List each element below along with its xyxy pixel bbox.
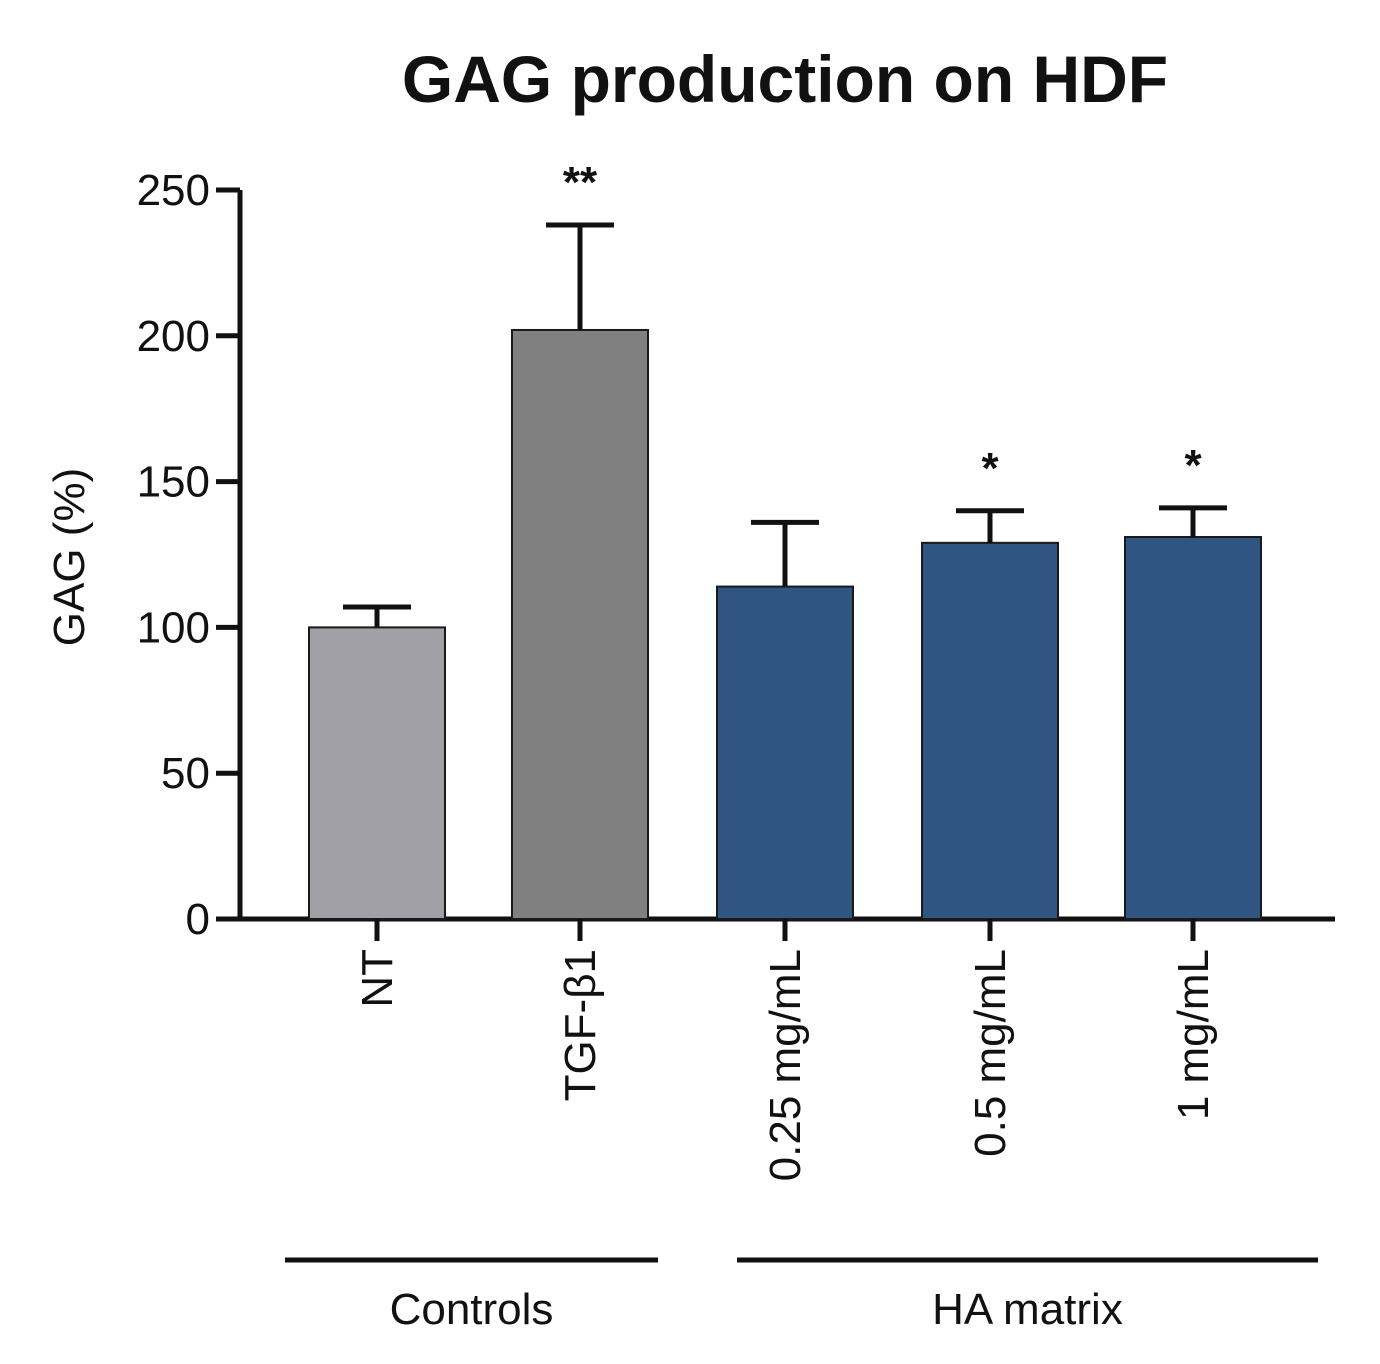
y-tick-label: 100 (137, 603, 210, 652)
x-tick-label: 0.25 mg/mL (761, 949, 810, 1181)
significance-mark: * (1184, 441, 1202, 490)
y-tick-label: 250 (137, 166, 210, 215)
x-ticks: NT TGF-β1 0.25 mg/mL 0.5 mg/mL 1 mg/mL (353, 919, 1218, 1181)
chart-title: GAG production on HDF (402, 42, 1168, 116)
x-tick-label: 0.5 mg/mL (966, 949, 1015, 1157)
x-tick-label: 1 mg/mL (1169, 949, 1218, 1120)
y-axis-label: GAG (%) (45, 468, 94, 646)
group-label: HA matrix (932, 1285, 1123, 1334)
group-label: Controls (390, 1285, 554, 1334)
x-tick-label: TGF-β1 (556, 949, 605, 1101)
error-bars (343, 222, 1227, 628)
y-ticks: 0 50 100 150 200 250 (137, 166, 240, 944)
bar (511, 328, 649, 920)
significance-mark: * (981, 444, 999, 493)
bar (716, 585, 854, 920)
y-tick-label: 200 (137, 312, 210, 361)
significance-mark: ** (563, 158, 598, 207)
bars (308, 328, 1262, 921)
bar (921, 541, 1059, 920)
y-tick-label: 150 (137, 458, 210, 507)
y-tick-label: 50 (161, 749, 210, 798)
x-tick-label: NT (353, 949, 402, 1008)
significance-marks: *** * (563, 158, 1203, 493)
bar (1124, 536, 1262, 921)
y-tick-label: 0 (186, 895, 210, 944)
bar (308, 626, 446, 921)
group-brackets: Controls HA matrix (285, 1257, 1318, 1334)
